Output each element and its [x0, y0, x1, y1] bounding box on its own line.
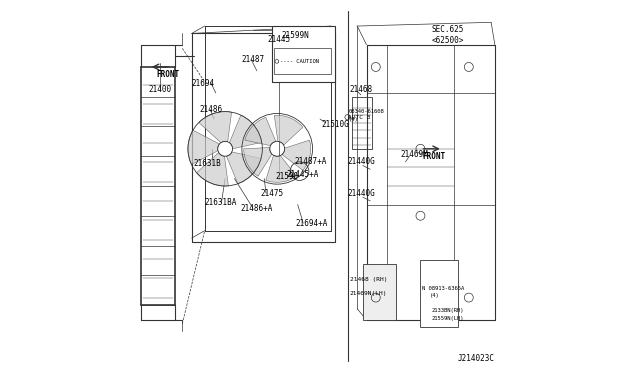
Text: <62500>: <62500> — [431, 36, 464, 45]
Text: (4): (4) — [429, 293, 440, 298]
Text: N 08913-6365A: N 08913-6365A — [422, 286, 465, 291]
Text: 21510G: 21510G — [322, 120, 349, 129]
Text: 21559N(LH): 21559N(LH) — [431, 315, 464, 321]
Polygon shape — [188, 130, 220, 164]
Text: J214023C: J214023C — [458, 355, 495, 363]
Text: 2133BN(RH): 2133BN(RH) — [431, 308, 464, 313]
Bar — [191, 33, 335, 242]
Text: 21487+A: 21487+A — [294, 157, 326, 166]
Polygon shape — [282, 140, 310, 170]
Polygon shape — [227, 152, 261, 184]
Text: 21487: 21487 — [242, 55, 265, 64]
Text: 21440G: 21440G — [348, 157, 376, 166]
Text: 21694: 21694 — [191, 79, 215, 88]
Text: 21440G: 21440G — [348, 189, 376, 198]
Text: (4): (4) — [349, 116, 359, 122]
Text: 21631B: 21631B — [193, 159, 221, 168]
Bar — [420, 260, 458, 327]
Text: FRONT: FRONT — [422, 152, 445, 161]
Text: FRONT: FRONT — [156, 70, 179, 79]
Text: 21400: 21400 — [149, 85, 172, 94]
Bar — [271, 26, 335, 82]
Text: 21590: 21590 — [275, 172, 298, 181]
Polygon shape — [196, 153, 228, 186]
Polygon shape — [244, 148, 272, 176]
Text: 21694+A: 21694+A — [296, 219, 328, 228]
Text: AUTC 3: AUTC 3 — [348, 115, 371, 120]
Text: 21599N: 21599N — [281, 31, 308, 40]
Text: 21445: 21445 — [268, 35, 291, 44]
Text: 21631BA: 21631BA — [205, 198, 237, 207]
Text: 21486: 21486 — [199, 105, 222, 114]
Polygon shape — [229, 115, 262, 149]
Text: 08340-61608: 08340-61608 — [349, 109, 385, 114]
Polygon shape — [245, 117, 276, 146]
Text: 21469N(LH): 21469N(LH) — [349, 291, 387, 296]
Bar — [351, 97, 372, 149]
Text: 21469M: 21469M — [400, 150, 428, 159]
Text: 21445+A: 21445+A — [287, 170, 319, 179]
Text: 21468 (RH): 21468 (RH) — [349, 276, 387, 282]
Polygon shape — [275, 115, 303, 145]
Polygon shape — [266, 155, 296, 182]
Text: 21486+A: 21486+A — [240, 204, 273, 213]
Text: ---- CAUTION: ---- CAUTION — [280, 59, 319, 64]
Bar — [363, 264, 396, 320]
Text: SEC.625: SEC.625 — [431, 25, 464, 34]
Bar — [273, 48, 331, 74]
Text: 21468: 21468 — [349, 85, 373, 94]
Text: 21475: 21475 — [260, 189, 284, 198]
Polygon shape — [199, 112, 232, 143]
